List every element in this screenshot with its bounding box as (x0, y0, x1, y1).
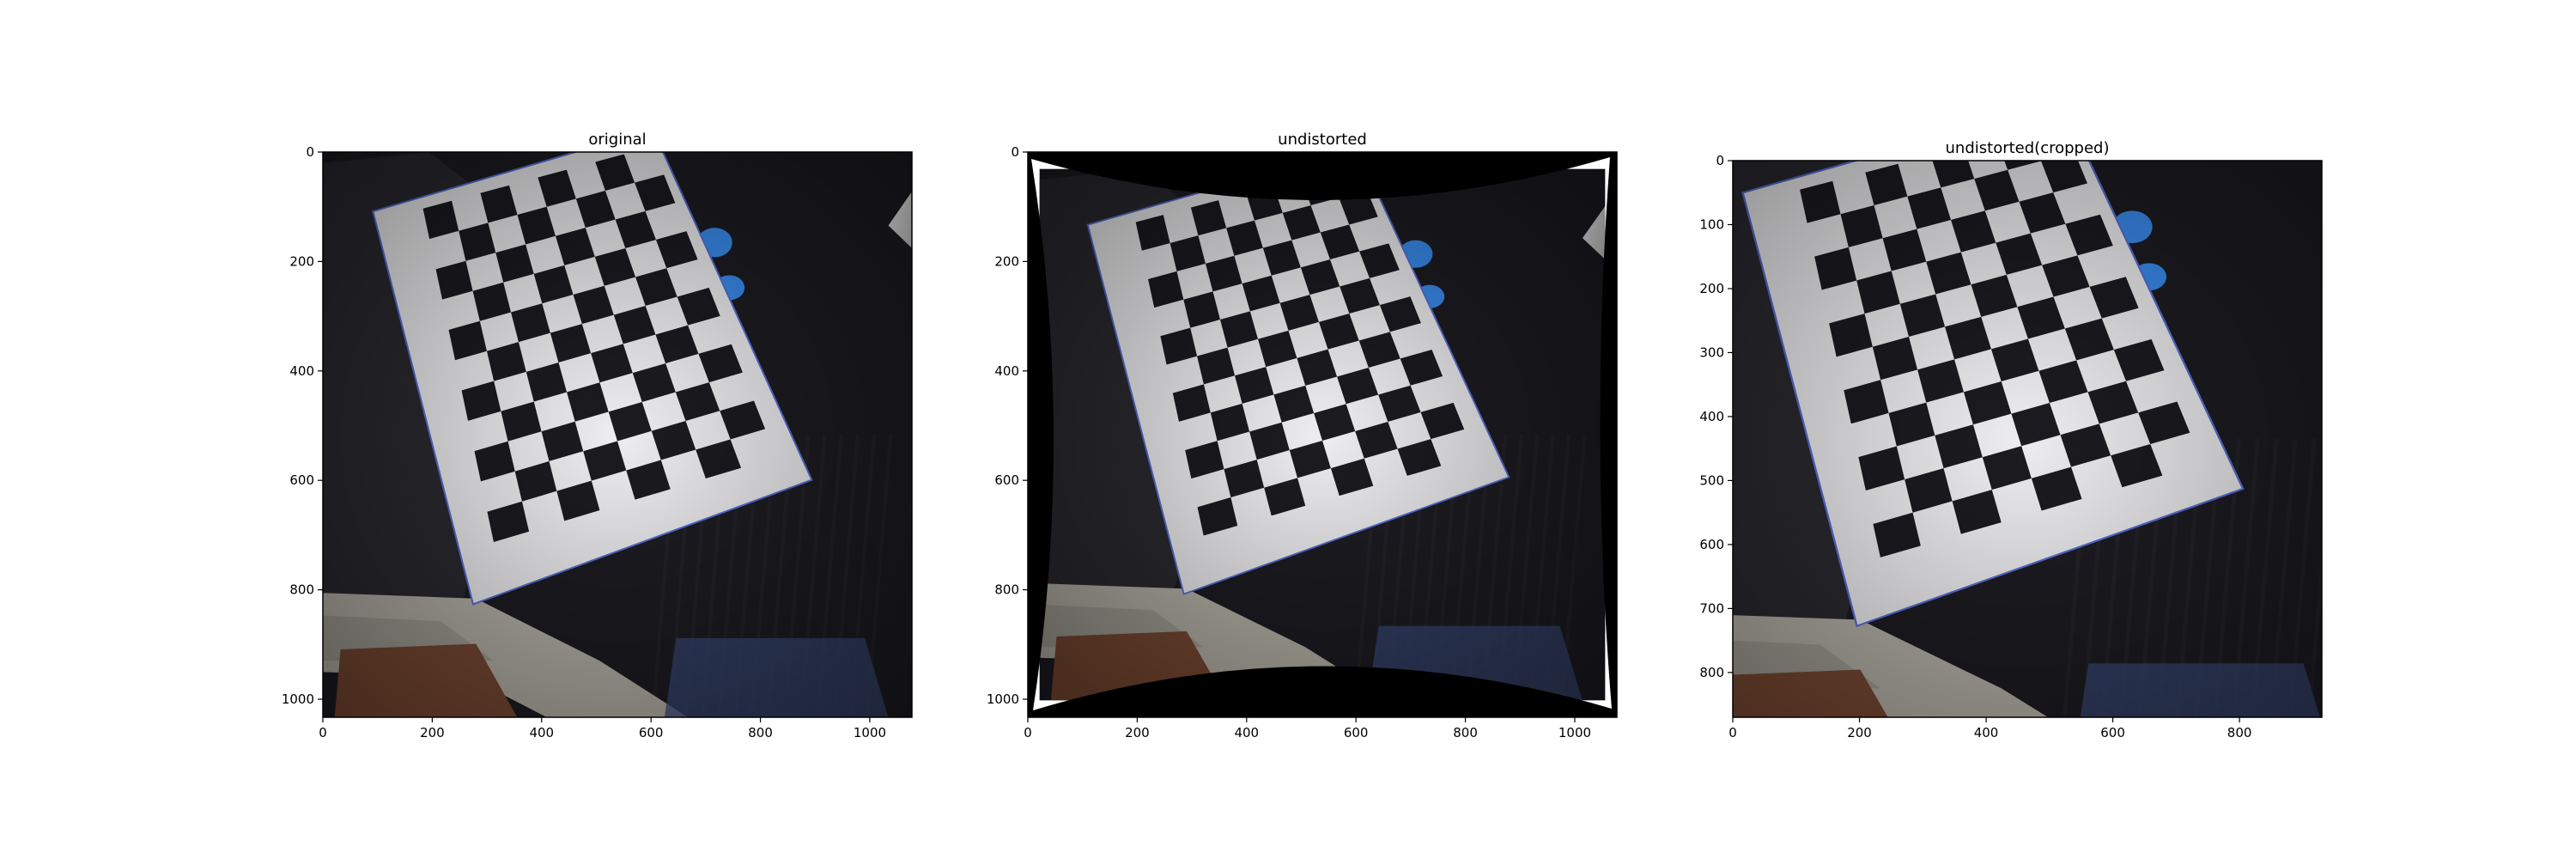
y-tick-label: 1000 (987, 691, 1019, 707)
x-tick-label: 600 (2100, 725, 2125, 740)
x-tick-label: 0 (1728, 725, 1737, 740)
x-tick-label: 400 (529, 725, 554, 740)
panel-image (1028, 152, 1617, 717)
y-tick-label: 100 (1699, 216, 1724, 232)
x-tick-label: 0 (1024, 725, 1032, 740)
panel-title: undistorted(cropped) (1946, 139, 2110, 157)
y-tick-label: 400 (289, 363, 314, 379)
y-tick-label: 800 (289, 582, 314, 598)
y-tick-label: 600 (1699, 537, 1724, 552)
x-tick-label: 400 (1234, 725, 1259, 740)
panel-image (323, 152, 912, 717)
y-tick-label: 600 (289, 472, 314, 488)
x-tick-label: 400 (1974, 725, 1999, 740)
panel-title: undistorted (1278, 131, 1367, 149)
x-tick-label: 600 (639, 725, 664, 740)
x-tick-label: 200 (1125, 725, 1150, 740)
lamp-highlight (2330, 171, 2357, 234)
panel-title: original (588, 131, 646, 149)
axes-frame (1027, 151, 1618, 718)
axes-frame (1732, 160, 2323, 718)
y-tick-label: 500 (1699, 472, 1724, 488)
panel-undistorted: undistorted 0 200 400 600 800 1000 0 200 400 600 80… (987, 131, 1618, 740)
y-tick-label: 0 (1716, 153, 1724, 168)
x-tick-label: 200 (1847, 725, 1872, 740)
y-tick-label: 600 (994, 472, 1019, 488)
panel-undistorted-cropped: undistorted(cropped) 0 200 400 600 800 0 100 200… (1699, 139, 2357, 740)
y-tick-label: 800 (994, 582, 1019, 598)
axes-frame (322, 151, 913, 718)
y-tick-label: 200 (289, 253, 314, 269)
y-tick-label: 200 (994, 253, 1019, 269)
x-tick-label: 800 (1453, 725, 1478, 740)
y-tick-label: 400 (994, 363, 1019, 379)
x-tick-label: 1000 (854, 725, 886, 740)
y-tick-label: 200 (1699, 281, 1724, 296)
y-tick-label: 1000 (282, 691, 314, 707)
y-tick-label: 0 (306, 144, 314, 160)
y-tick-label: 400 (1699, 409, 1724, 424)
y-tick-label: 0 (1011, 144, 1019, 160)
y-tick-label: 800 (1699, 665, 1724, 680)
panel-original: original 0 200 400 600 800 1000 0 200 400 600 800 10… (282, 131, 913, 740)
y-tick-label: 300 (1699, 344, 1724, 360)
x-tick-label: 1000 (1558, 725, 1591, 740)
panel-image (1733, 161, 2357, 717)
x-tick-label: 800 (2227, 725, 2252, 740)
x-tick-label: 0 (319, 725, 327, 740)
x-tick-label: 800 (748, 725, 773, 740)
y-tick-label: 700 (1699, 600, 1724, 616)
x-tick-label: 600 (1344, 725, 1369, 740)
x-tick-label: 200 (420, 725, 445, 740)
